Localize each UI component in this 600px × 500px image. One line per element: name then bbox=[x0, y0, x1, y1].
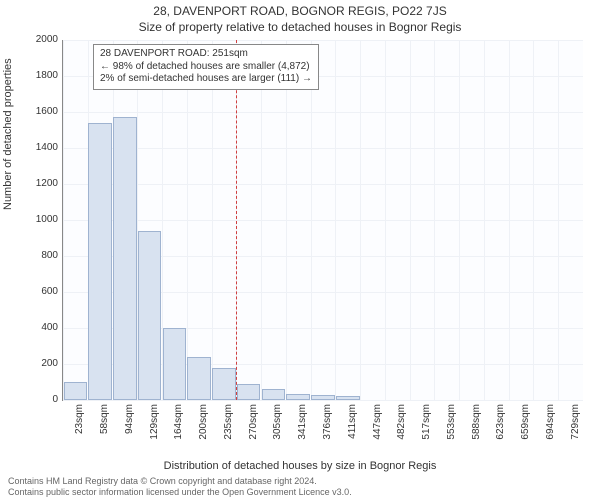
vgridline bbox=[360, 40, 361, 400]
histogram-bar bbox=[336, 396, 360, 400]
x-tick-label: 270sqm bbox=[248, 404, 259, 444]
vgridline bbox=[212, 40, 213, 400]
vgridline bbox=[187, 40, 188, 400]
chart-title-address: 28, DAVENPORT ROAD, BOGNOR REGIS, PO22 7… bbox=[0, 4, 600, 18]
x-tick-label: 694sqm bbox=[545, 404, 556, 444]
histogram-bar bbox=[311, 395, 335, 400]
histogram-bar bbox=[138, 231, 162, 400]
gridline bbox=[63, 220, 583, 221]
x-tick-label: 341sqm bbox=[297, 404, 308, 444]
vgridline bbox=[311, 40, 312, 400]
x-tick-label: 729sqm bbox=[570, 404, 581, 444]
histogram-bar bbox=[286, 394, 310, 400]
vgridline bbox=[509, 40, 510, 400]
x-tick-label: 411sqm bbox=[347, 404, 358, 444]
y-axis-label: Number of detached properties bbox=[2, 58, 14, 210]
footnote-line1: Contains HM Land Registry data © Crown c… bbox=[8, 476, 317, 486]
chart-plot-area: 28 DAVENPORT ROAD: 251sqm← 98% of detach… bbox=[62, 40, 583, 401]
x-tick-label: 305sqm bbox=[272, 404, 283, 444]
histogram-bar bbox=[187, 357, 211, 400]
x-axis-label: Distribution of detached houses by size … bbox=[0, 460, 600, 472]
vgridline bbox=[484, 40, 485, 400]
histogram-bar bbox=[88, 123, 112, 400]
vgridline bbox=[558, 40, 559, 400]
y-tick-label: 2000 bbox=[24, 34, 58, 45]
vgridline bbox=[434, 40, 435, 400]
x-tick-label: 623sqm bbox=[495, 404, 506, 444]
x-tick-label: 94sqm bbox=[124, 404, 135, 444]
vgridline bbox=[385, 40, 386, 400]
y-tick-label: 1000 bbox=[24, 214, 58, 225]
annot-line3: 2% of semi-detached houses are larger (1… bbox=[100, 73, 312, 86]
gridline bbox=[63, 184, 583, 185]
chart-subtitle: Size of property relative to detached ho… bbox=[0, 20, 600, 34]
histogram-bar bbox=[237, 384, 261, 400]
y-tick-label: 800 bbox=[24, 250, 58, 261]
y-tick-label: 1400 bbox=[24, 142, 58, 153]
histogram-bar bbox=[113, 117, 137, 400]
y-tick-label: 600 bbox=[24, 286, 58, 297]
x-tick-label: 129sqm bbox=[149, 404, 160, 444]
annot-line1: 28 DAVENPORT ROAD: 251sqm bbox=[100, 48, 312, 61]
vgridline bbox=[261, 40, 262, 400]
annotation-box: 28 DAVENPORT ROAD: 251sqm← 98% of detach… bbox=[93, 44, 319, 90]
annot-line2: ← 98% of detached houses are smaller (4,… bbox=[100, 61, 312, 74]
x-tick-label: 659sqm bbox=[520, 404, 531, 444]
histogram-bar bbox=[64, 382, 88, 400]
vgridline bbox=[286, 40, 287, 400]
x-tick-label: 376sqm bbox=[322, 404, 333, 444]
histogram-bar bbox=[262, 389, 286, 400]
gridline bbox=[63, 400, 583, 401]
x-tick-label: 482sqm bbox=[396, 404, 407, 444]
y-tick-label: 1600 bbox=[24, 106, 58, 117]
x-tick-label: 447sqm bbox=[372, 404, 383, 444]
gridline bbox=[63, 40, 583, 41]
y-tick-label: 400 bbox=[24, 322, 58, 333]
footnote: Contains HM Land Registry data © Crown c… bbox=[8, 476, 352, 498]
vgridline bbox=[533, 40, 534, 400]
x-tick-label: 200sqm bbox=[198, 404, 209, 444]
vgridline bbox=[335, 40, 336, 400]
vgridline bbox=[63, 40, 64, 400]
y-tick-label: 1200 bbox=[24, 178, 58, 189]
x-tick-label: 517sqm bbox=[421, 404, 432, 444]
vgridline bbox=[410, 40, 411, 400]
histogram-bar bbox=[163, 328, 187, 400]
x-tick-label: 23sqm bbox=[74, 404, 85, 444]
y-tick-label: 1800 bbox=[24, 70, 58, 81]
gridline bbox=[63, 112, 583, 113]
histogram-bar bbox=[212, 368, 236, 400]
y-tick-label: 0 bbox=[24, 394, 58, 405]
reference-line bbox=[236, 40, 237, 400]
x-tick-label: 588sqm bbox=[471, 404, 482, 444]
x-tick-label: 164sqm bbox=[173, 404, 184, 444]
vgridline bbox=[459, 40, 460, 400]
y-tick-label: 200 bbox=[24, 358, 58, 369]
x-tick-label: 553sqm bbox=[446, 404, 457, 444]
x-tick-label: 58sqm bbox=[99, 404, 110, 444]
gridline bbox=[63, 148, 583, 149]
footnote-line2: Contains public sector information licen… bbox=[8, 487, 352, 497]
x-tick-label: 235sqm bbox=[223, 404, 234, 444]
